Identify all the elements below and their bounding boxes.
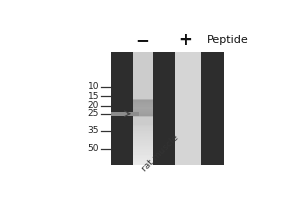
Text: rat muscle: rat muscle: [140, 133, 180, 173]
Text: 50: 50: [88, 144, 99, 153]
Text: 15: 15: [88, 92, 99, 101]
Text: 10: 10: [88, 82, 99, 91]
Text: +: +: [178, 31, 192, 49]
Text: Peptide: Peptide: [207, 35, 249, 45]
Bar: [111, 52, 133, 165]
Bar: [133, 52, 153, 165]
Bar: [201, 52, 224, 165]
Text: −: −: [135, 31, 149, 49]
Text: 20: 20: [88, 101, 99, 110]
Text: 25: 25: [88, 109, 99, 118]
Bar: [175, 52, 201, 165]
Bar: [153, 52, 175, 165]
Text: 35: 35: [88, 126, 99, 135]
